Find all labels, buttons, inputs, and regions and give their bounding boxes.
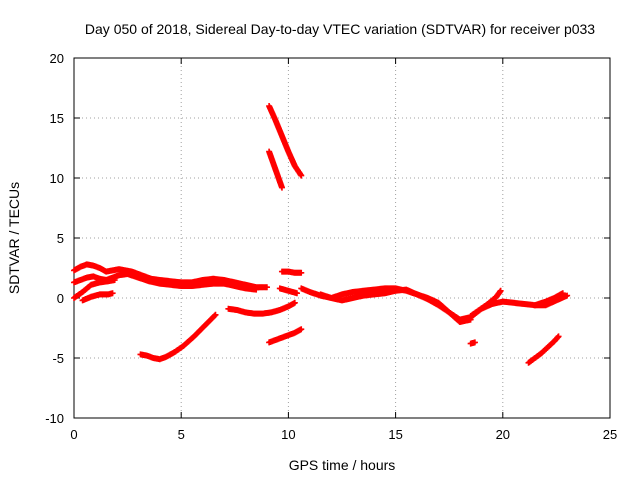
series-mid-neg [266,326,305,346]
data-point [298,326,305,333]
data-point [212,311,219,318]
x-axis-label: GPS time / hours [289,457,396,473]
data-point [263,284,270,291]
series-rise-arc [137,311,219,363]
series-lower-band [317,286,474,325]
y-tick-label: -10 [45,411,64,426]
axis-ticks: 0 5 10 15 20 25 -10 -5 0 5 10 15 20 [45,51,617,442]
data-point [298,269,305,276]
data-point [559,290,566,297]
x-tick-label: 15 [388,427,402,442]
y-tick-label: 20 [50,51,64,66]
data-point [109,290,116,297]
y-tick-label: 10 [50,171,64,186]
data-point [564,292,571,299]
series-band-upper [71,261,270,291]
y-tick-label: 0 [57,291,64,306]
series-late-neg [525,333,562,366]
data-point [278,184,285,191]
series-steep-mid [266,148,285,191]
data-point [211,312,218,319]
series-rise-20 [467,287,504,319]
data-point [253,286,260,293]
x-tick-label: 5 [178,427,185,442]
y-tick-label: 5 [57,231,64,246]
data-point [298,172,305,179]
series-late-pos [531,290,566,309]
data-point [291,299,298,306]
y-tick-label: 15 [50,111,64,126]
data-point [293,290,300,297]
chart-title: Day 050 of 2018, Sidereal Day-to-day VTE… [85,21,595,37]
data-point [555,333,562,340]
data-point [111,277,118,283]
series-dot-18 [467,339,478,347]
series-low-start [79,290,116,304]
series-short-pos [278,268,305,276]
series-mid-low [225,299,298,317]
data-points [71,103,571,366]
x-tick-label: 0 [70,427,77,442]
series-steep-top [266,103,305,179]
data-point [497,287,504,294]
x-tick-label: 25 [603,427,617,442]
y-tick-label: -5 [52,351,64,366]
data-point [471,339,478,346]
series-dip-track [71,277,118,301]
y-axis-label: SDTVAR / TECUs [6,182,22,294]
x-tick-label: 20 [496,427,510,442]
x-tick-label: 10 [281,427,295,442]
series-near-zero [276,285,300,297]
